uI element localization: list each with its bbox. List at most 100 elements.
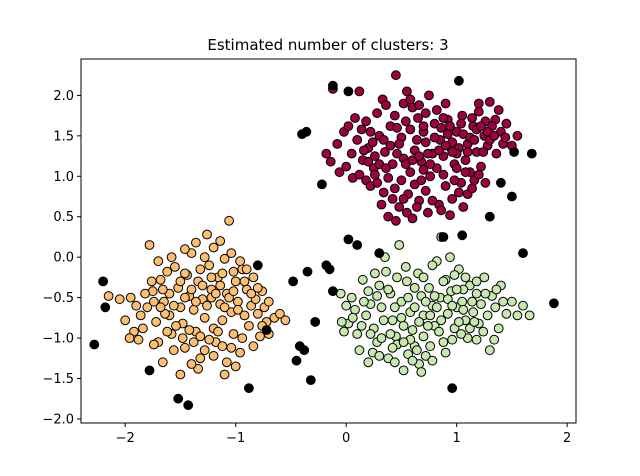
data-point-cluster-2-104 [427,260,438,271]
data-point-cluster-0-152 [414,151,425,162]
data-point-cluster-3-13 [302,266,313,277]
data-point-cluster-3-28 [447,383,458,394]
data-point-cluster-1-4 [133,334,144,345]
x-tick-label: 2 [563,431,571,446]
data-point-cluster-3-25 [352,240,363,250]
data-point-cluster-1-109 [180,268,190,279]
data-point-cluster-2-132 [489,334,500,345]
data-point-cluster-2-52 [482,310,493,321]
data-point-cluster-1-73 [233,304,243,315]
data-point-cluster-3-35 [518,248,528,259]
data-point-cluster-1-2 [125,292,136,303]
data-point-cluster-1-83 [204,334,215,345]
data-point-cluster-0-93 [423,148,433,159]
data-point-cluster-0-142 [493,105,504,115]
data-point-cluster-1-61 [175,276,186,287]
data-point-cluster-0-87 [385,140,396,151]
data-point-cluster-3-9 [288,276,299,287]
data-point-cluster-1-0 [103,291,114,301]
data-point-cluster-0-139 [473,98,484,109]
data-point-cluster-2-58 [501,308,512,319]
data-point-cluster-2-112 [363,286,374,297]
data-point-cluster-1-12 [162,266,173,277]
data-point-cluster-2-114 [356,321,367,331]
data-point-cluster-0-120 [416,175,427,186]
data-point-cluster-0-10 [413,113,423,123]
data-point-cluster-1-104 [208,242,219,253]
data-point-cluster-2-120 [387,342,398,353]
data-point-cluster-0-88 [392,122,402,133]
data-point-cluster-1-5 [142,302,153,313]
data-point-cluster-0-43 [460,155,471,166]
data-point-cluster-1-39 [224,215,235,226]
data-point-cluster-1-10 [155,274,166,285]
data-point-cluster-1-81 [195,331,206,342]
data-point-cluster-2-55 [490,302,501,313]
data-point-cluster-1-91 [186,359,197,369]
data-point-cluster-2-74 [454,317,464,327]
plot-frame [80,58,577,424]
data-point-cluster-2-128 [451,284,462,295]
data-point-cluster-2-103 [418,272,429,283]
data-point-cluster-0-154 [425,159,436,170]
data-point-cluster-2-78 [378,315,389,326]
data-point-cluster-1-43 [233,296,243,307]
chart-title: Estimated number of clusters: 3 [207,36,448,54]
data-point-cluster-0-149 [392,148,402,159]
data-point-cluster-1-42 [230,276,241,287]
data-point-cluster-2-101 [400,262,411,272]
data-point-cluster-1-69 [215,280,226,291]
data-point-cluster-3-30 [457,230,468,241]
data-point-cluster-1-85 [213,326,223,337]
data-point-cluster-3-19 [317,179,327,190]
data-point-cluster-3-37 [549,298,559,309]
data-point-cluster-2-98 [370,268,380,279]
data-point-cluster-0-155 [434,145,444,156]
data-point-cluster-3-1 [98,276,108,287]
data-point-cluster-1-37 [219,253,230,264]
data-point-cluster-2-20 [394,240,405,250]
data-point-cluster-3-36 [526,148,537,159]
data-point-cluster-2-107 [460,272,471,283]
data-point-cluster-0-135 [438,113,449,123]
data-point-cluster-0-46 [476,161,486,172]
y-tick-label: 1.5 [53,129,74,144]
data-point-cluster-0-123 [449,175,460,186]
data-point-cluster-2-50 [476,299,486,310]
data-point-cluster-3-6 [244,383,254,394]
data-point-cluster-3-34 [509,147,519,157]
data-point-cluster-2-97 [427,355,438,366]
data-point-cluster-0-29 [380,147,390,157]
data-point-cluster-0-8 [402,86,412,97]
y-tick-label: 0.0 [53,251,74,266]
data-point-cluster-0-28 [512,130,523,141]
data-point-cluster-1-106 [226,248,237,259]
data-point-cluster-1-72 [228,286,239,297]
data-point-cluster-1-30 [204,260,215,271]
data-point-cluster-3-31 [484,211,495,222]
data-point-cluster-0-26 [501,118,512,129]
data-point-cluster-1-50 [248,272,259,283]
data-point-cluster-2-125 [429,291,440,301]
data-point-cluster-0-159 [462,147,473,157]
data-point-cluster-2-67 [414,317,425,327]
data-point-cluster-1-124 [131,300,142,311]
data-point-cluster-0-94 [429,132,440,143]
data-point-cluster-2-3 [346,292,357,303]
data-point-cluster-1-62 [180,292,190,303]
data-point-cluster-1-99 [153,256,164,267]
data-point-cluster-1-65 [197,280,208,291]
data-point-cluster-0-136 [445,121,455,131]
data-point-cluster-0-160 [469,135,480,145]
data-point-cluster-0-146 [370,169,380,180]
data-point-cluster-2-65 [403,292,414,303]
data-point-cluster-0-56 [396,175,407,186]
data-point-cluster-0-124 [454,187,464,198]
data-point-cluster-0-117 [394,202,405,212]
data-point-cluster-2-7 [357,274,368,285]
data-point-cluster-1-108 [241,264,252,275]
data-point-cluster-3-21 [301,126,312,137]
data-point-cluster-1-114 [239,276,250,287]
data-point-cluster-0-61 [425,171,436,182]
data-point-cluster-0-15 [440,98,451,109]
